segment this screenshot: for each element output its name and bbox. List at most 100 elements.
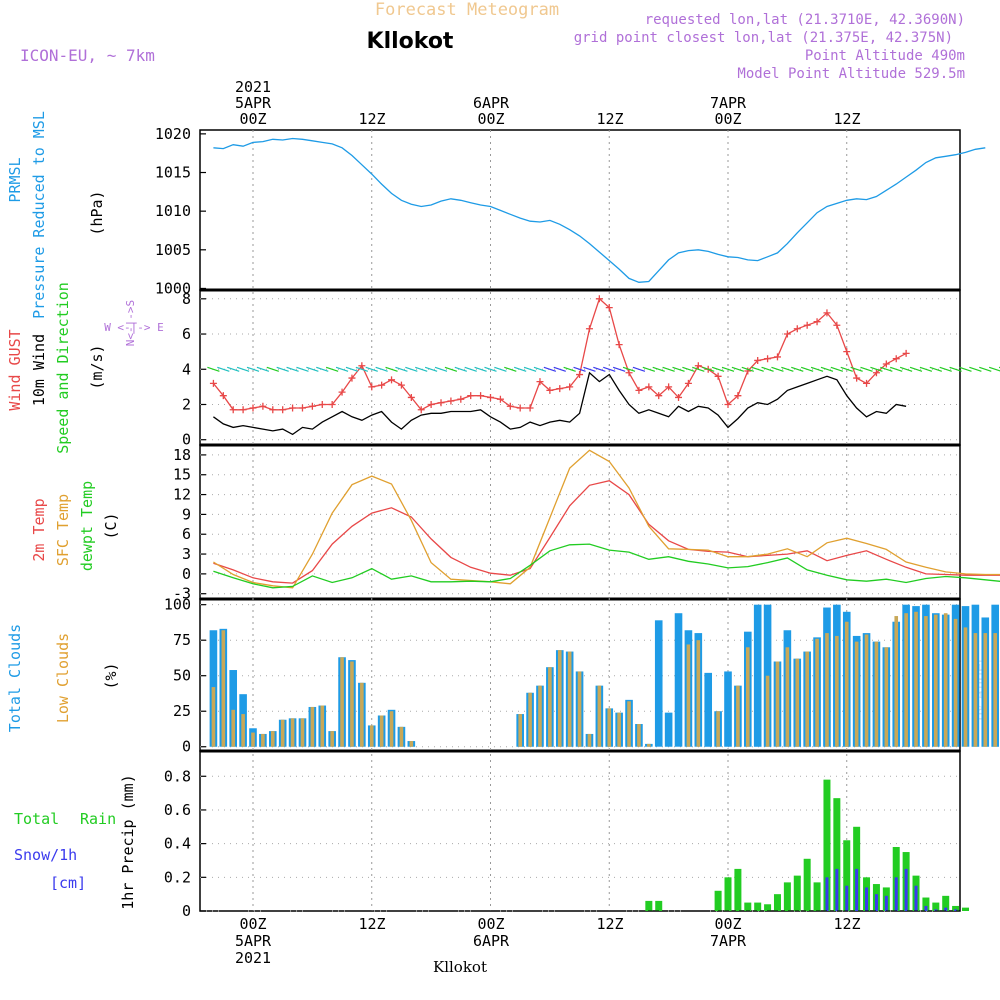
wind-direction-arrow <box>504 366 517 372</box>
wind-direction-arrow <box>246 366 260 372</box>
gust-point <box>843 348 851 356</box>
wind-direction-arrow <box>375 366 388 372</box>
pressure-panel <box>199 129 961 291</box>
wind-direction-arrow <box>405 366 418 372</box>
clouds-ytick-label: 0 <box>182 738 191 756</box>
pressure-label-1: PRMSL <box>6 157 24 202</box>
wind-direction-arrow <box>820 366 834 372</box>
wind-direction-arrow <box>424 366 438 372</box>
wind-direction-arrow <box>791 366 804 372</box>
low-cloud-bar <box>825 633 829 747</box>
total-clouds-label: Total Clouds <box>6 624 24 732</box>
wind-direction-arrow <box>603 366 616 372</box>
gust-point <box>585 325 593 333</box>
rain-bar <box>645 900 653 911</box>
low-cloud-bar <box>736 685 740 747</box>
wind-direction-arrow <box>612 366 626 372</box>
wind-direction-arrow <box>484 366 497 372</box>
bottom-tick-label-hour: 12Z <box>833 915 860 933</box>
top-tick-label-hour: 00Z <box>477 110 504 128</box>
wind-direction-arrow <box>860 366 873 372</box>
gust-point <box>714 372 722 380</box>
precip-total-label: Total <box>14 810 59 828</box>
wind-direction-arrow <box>256 366 270 372</box>
wind-direction-arrow <box>217 366 230 372</box>
wind-direction-arrow <box>622 366 636 372</box>
pressure-ytick-label: 1000 <box>155 279 191 297</box>
low-cloud-bar <box>538 685 542 747</box>
gust-point <box>724 400 732 408</box>
precipitation-ytick-label: 0.2 <box>164 868 191 886</box>
gust-point <box>457 395 465 403</box>
gust-point <box>546 386 554 394</box>
gust-point <box>487 393 494 401</box>
rain-bar <box>764 904 772 911</box>
gust-point <box>813 318 821 326</box>
gust-point <box>872 369 880 377</box>
wind-direction-arrow <box>761 366 774 372</box>
snow-bar <box>904 868 908 911</box>
low-cloud-bar <box>894 616 899 747</box>
gust-point <box>308 402 316 410</box>
wind-direction-arrow <box>662 366 675 372</box>
wind-ytick-label: 0 <box>182 431 191 449</box>
wind-direction-arrow <box>652 366 665 372</box>
gust-point <box>625 369 633 377</box>
wind-direction-arrow <box>227 366 240 372</box>
gust-point <box>467 392 475 400</box>
gust-point <box>566 383 574 391</box>
pressure-ytick-label: 1020 <box>155 125 191 143</box>
wind-direction-arrow <box>711 366 725 372</box>
wind-direction-arrow <box>523 366 537 372</box>
low-cloud-bar <box>548 667 552 747</box>
wind-direction-arrow <box>781 366 794 372</box>
bottom-tick-label-year: 2021 <box>235 949 271 967</box>
top-tick-label-hour: 12Z <box>833 110 860 128</box>
gust-point <box>655 392 663 400</box>
top-tick-label-date: 6APR <box>473 94 510 112</box>
low-cloud-bar <box>221 630 226 747</box>
total-cloud-bar <box>654 620 663 747</box>
snow-bar <box>954 909 958 911</box>
wind-direction-arrow <box>207 366 220 372</box>
rain-bar <box>793 875 801 911</box>
low-cloud-bar <box>280 719 285 747</box>
bottom-time-axis: 00Z 5APR 2021 12Z 00Z 6APR 12Z 00Z 7APR … <box>235 915 861 967</box>
chart-marks: 1000100510101015102002468-30369121518025… <box>155 125 1000 920</box>
temp2m-label: 2m Temp <box>30 498 48 561</box>
gust-point <box>773 353 781 361</box>
wind-direction-arrow <box>355 366 369 372</box>
bottom-tick-label-hour: 12Z <box>358 915 385 933</box>
low-cloud-bar <box>597 685 602 747</box>
sfc-temp-label: SFC Temp <box>54 494 72 566</box>
rain-bar <box>714 890 722 911</box>
precipitation-ytick-label: 0 <box>182 902 191 920</box>
compass-we: W <-|-> E <box>104 321 164 334</box>
snow-bar <box>825 877 829 911</box>
low-cloud-bar <box>963 627 968 747</box>
gust-point <box>209 379 217 387</box>
wind-direction-arrow <box>266 366 279 372</box>
gust-point <box>833 321 841 329</box>
rain-bar <box>773 894 781 911</box>
wind-direction-arrow <box>830 366 844 372</box>
low-cloud-bar <box>310 706 315 747</box>
total-cloud-bar <box>664 712 673 747</box>
wind-direction-arrow <box>919 366 933 372</box>
total-cloud-bar <box>229 670 238 747</box>
precipitation-ytick-label: 0.4 <box>164 835 191 853</box>
top-tick-label-date: 5APR <box>235 94 272 112</box>
wind-unit: (m/s) <box>88 344 106 389</box>
prmsl-line <box>213 137 986 283</box>
low-cloud-bar <box>360 682 364 747</box>
rain-bar <box>655 900 663 911</box>
low-cloud-bar <box>745 647 750 747</box>
low-cloud-bar <box>231 709 236 747</box>
wind-direction-arrow <box>899 366 913 372</box>
wind-gust-line <box>212 297 907 411</box>
precipitation-ytick-label: 0.8 <box>164 767 191 785</box>
wind-direction-arrow <box>969 366 982 372</box>
wind-direction-arrow <box>365 366 378 372</box>
gust-point <box>249 404 257 412</box>
gust-point <box>368 383 376 391</box>
